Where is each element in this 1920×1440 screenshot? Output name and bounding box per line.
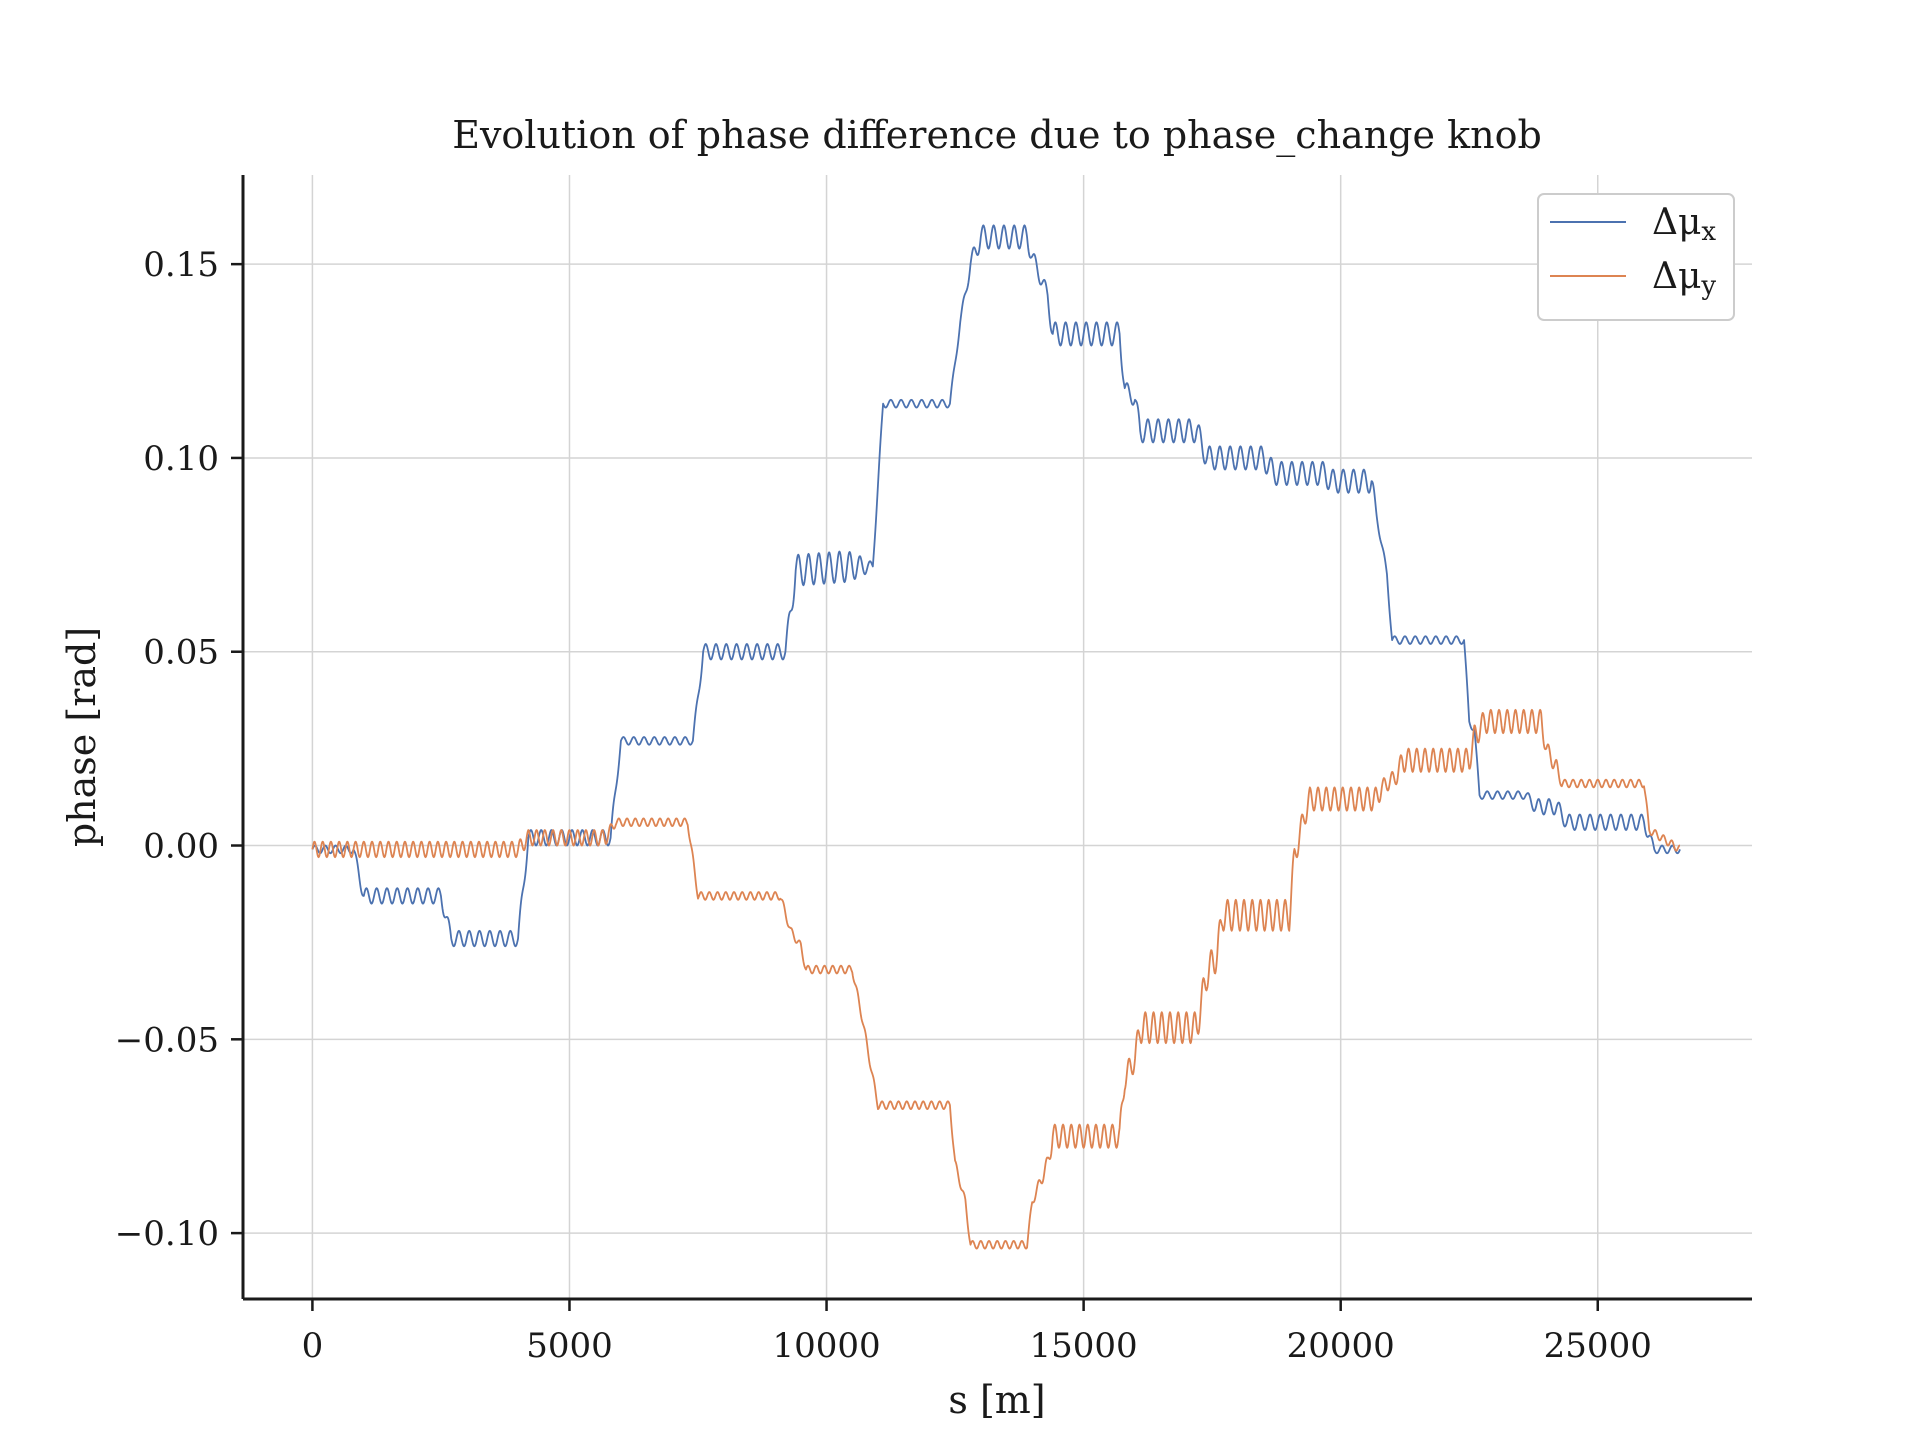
y-axis-label: phase [rad] — [60, 627, 104, 847]
legend-label-main: Δμ — [1652, 256, 1701, 297]
legend-label: Δμy — [1652, 256, 1716, 301]
legend-label-subscript: y — [1700, 271, 1716, 301]
legend-box — [1537, 193, 1735, 321]
axes — [241, 175, 1752, 1301]
x-tick-label: 0 — [302, 1326, 324, 1366]
y-tick-label: 0.15 — [143, 245, 219, 285]
y-ticks: −0.10 −0.05 0.00 0.05 0.10 0.15 — [115, 245, 243, 1254]
y-tick-label: −0.05 — [115, 1020, 219, 1060]
y-tick-label: 0.00 — [143, 827, 219, 867]
x-tick-label: 25000 — [1544, 1326, 1652, 1366]
y-tick-label: −0.10 — [115, 1214, 219, 1254]
legend-label-subscript: x — [1701, 217, 1716, 247]
y-tick-label: 0.05 — [143, 633, 219, 673]
x-tick-label: 20000 — [1287, 1326, 1395, 1366]
series-line-dmux — [311, 224, 1681, 948]
x-tick-label: 15000 — [1030, 1326, 1138, 1366]
x-ticks: 0 5000 10000 15000 20000 25000 — [302, 1299, 1652, 1366]
x-tick-label: 10000 — [772, 1326, 880, 1366]
x-tick-label: 5000 — [526, 1326, 613, 1366]
legend-label-main: Δμ — [1652, 202, 1701, 243]
x-axis-label: s [m] — [948, 1378, 1045, 1422]
chart-title: Evolution of phase difference due to pha… — [452, 113, 1542, 158]
legend-label: Δμx — [1652, 202, 1716, 247]
series-line-dmuy — [311, 708, 1681, 1250]
y-tick-label: 0.10 — [143, 439, 219, 479]
series-lines — [311, 224, 1681, 1250]
